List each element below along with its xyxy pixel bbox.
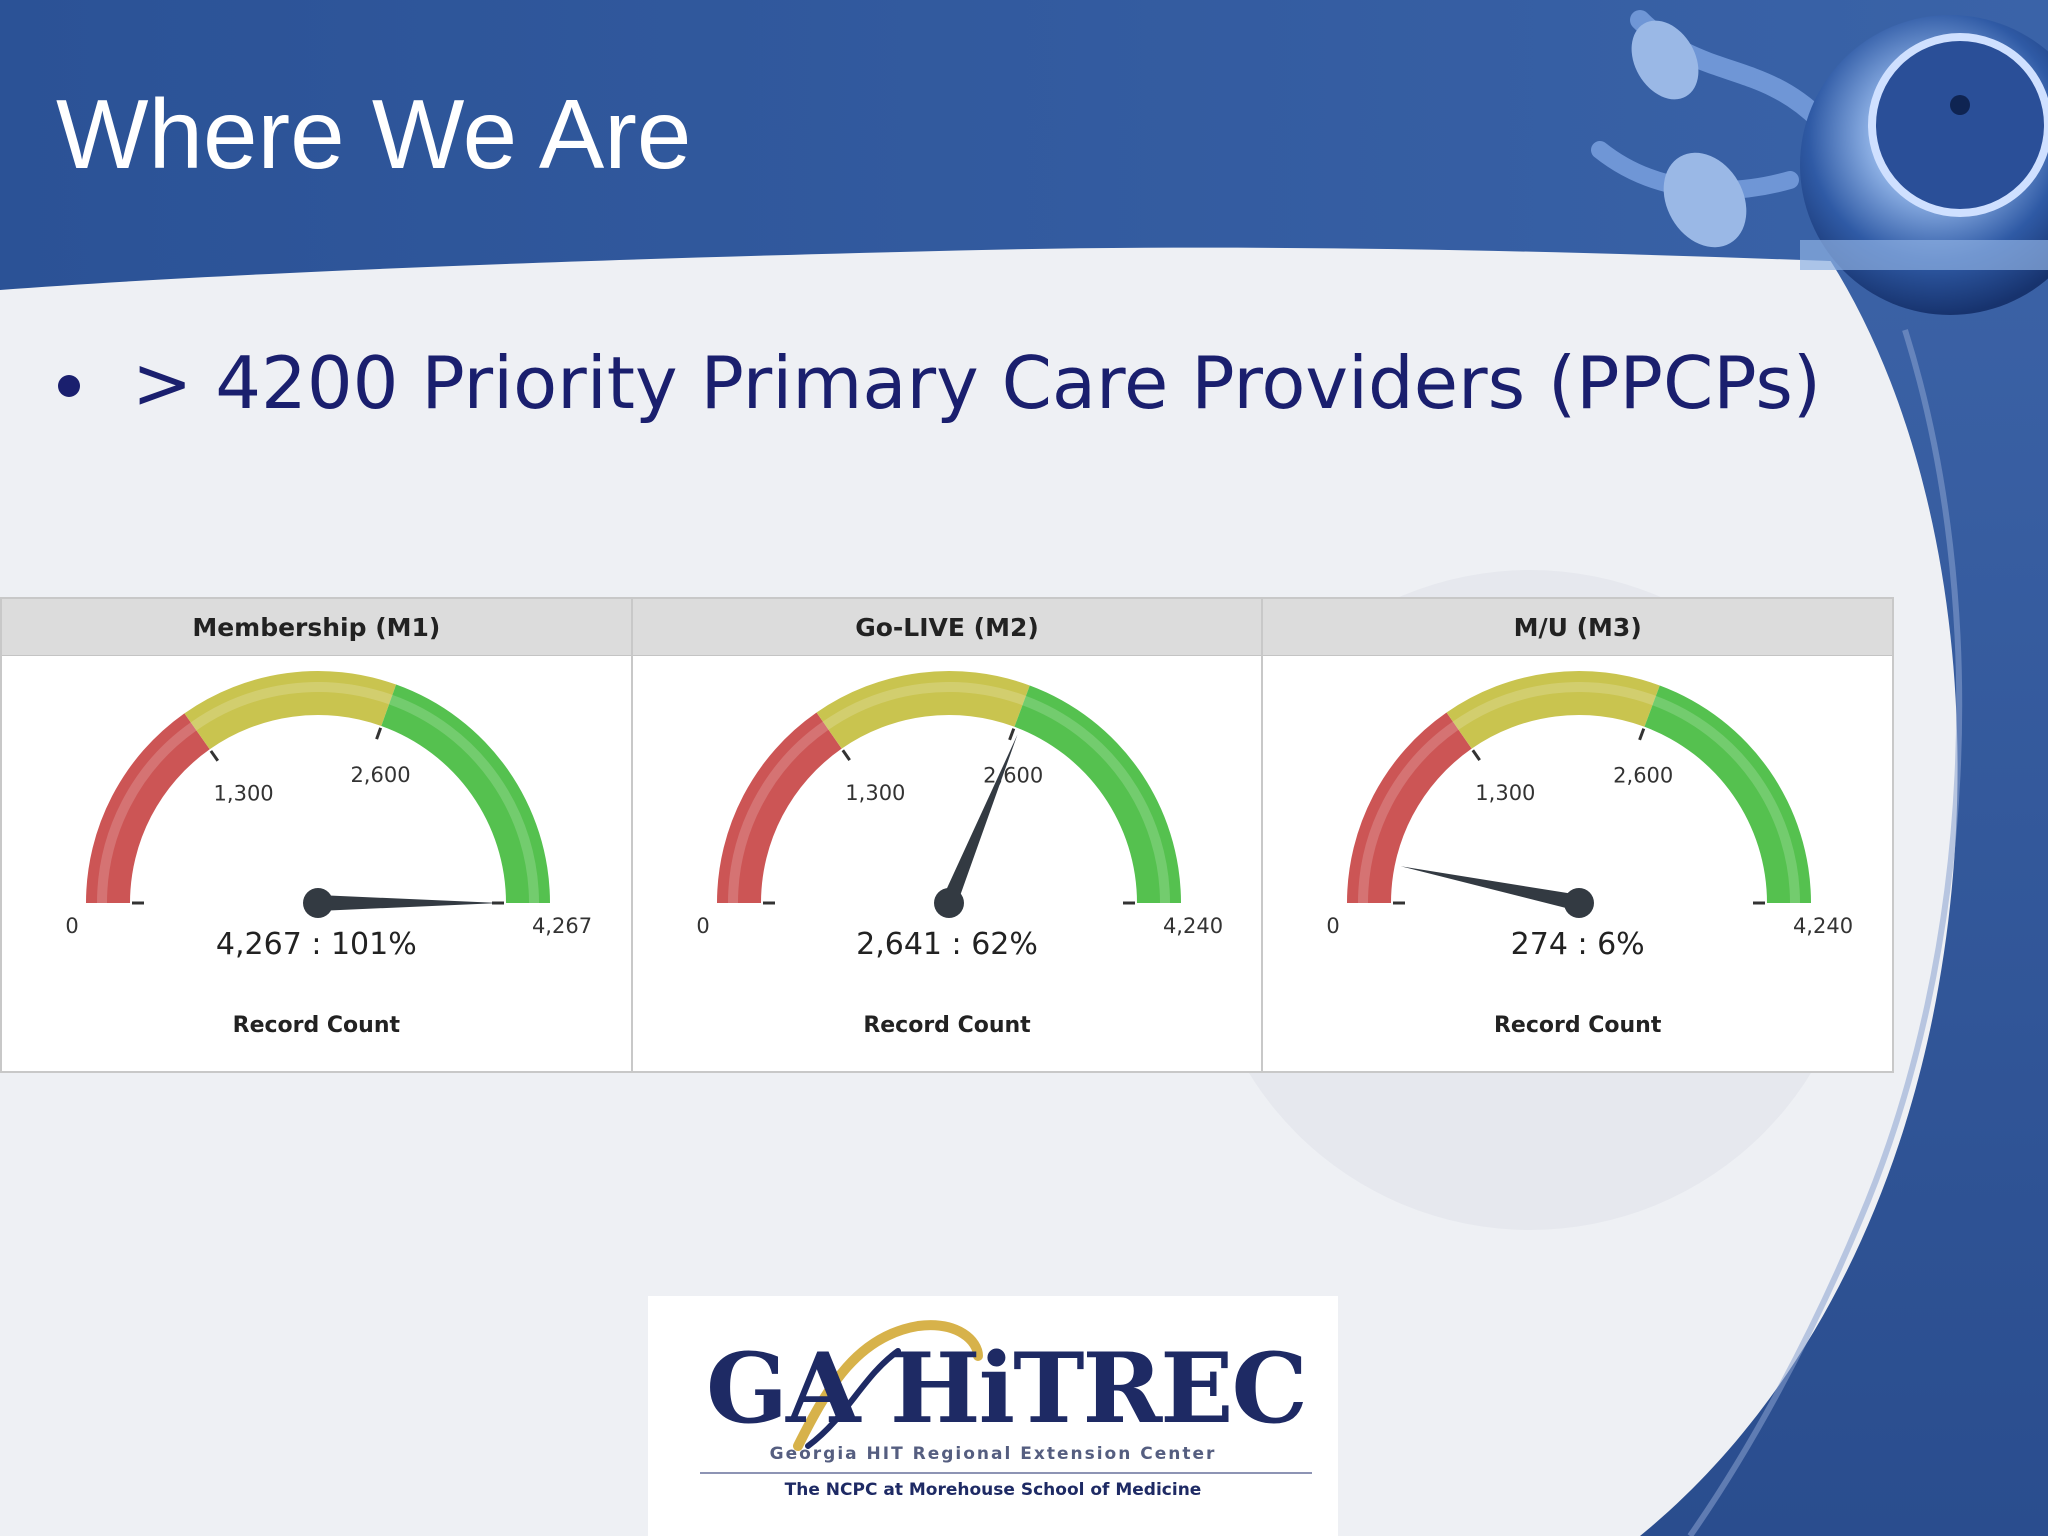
gauge-tick-label: 2,600 <box>1614 763 1674 787</box>
gauge-title: Go-LIVE (M2) <box>632 599 1262 656</box>
gauge-band-highlight <box>1652 695 1801 904</box>
gauge-tick-label: 0 <box>1327 914 1340 938</box>
gauge-tick-label: 4,240 <box>1793 914 1853 938</box>
gauge-chart-go-live: 0 1,300 2,600 4,240 <box>696 671 1223 938</box>
gauge-needle-hub <box>1564 888 1595 918</box>
gauge-band-red <box>1347 712 1473 903</box>
bullet-text: > 4200 Priority Primary Care Providers (… <box>132 341 1821 425</box>
gauge-band-red <box>86 713 210 903</box>
gauge-band-yellow <box>1446 671 1661 749</box>
gauge-needle-hub <box>933 888 964 918</box>
gauge-tick-label: 0 <box>696 914 709 938</box>
gauge-band-green <box>381 684 550 903</box>
gauge-band-highlight <box>1358 721 1459 904</box>
gauge-band-green <box>1644 685 1812 903</box>
bullet-item: > 4200 Priority Primary Care Providers (… <box>58 338 1821 428</box>
gauge-value-label: 4,267 : 101% <box>215 927 417 962</box>
gauge-band-red <box>716 712 842 903</box>
gauge-band-highlight <box>1022 695 1170 904</box>
logo-tagline: The NCPC at Morehouse School of Medicine <box>784 1480 1202 1500</box>
gauge-band-yellow <box>816 671 1030 749</box>
gauge-panel-membership: Membership (M1) 0 1,300 2,600 4,267 4,267 :… <box>2 599 633 1071</box>
gauge-panel-go-live: Go-LIVE (M2) 0 1,300 2,600 4,240 2,641 : 62… <box>632 599 1264 1071</box>
bullet-dot-icon <box>58 375 80 397</box>
gauge-tick <box>1007 728 1015 741</box>
gahitrec-logo-swoosh-icon <box>793 1320 983 1451</box>
gauge-footer-label: Record Count <box>232 1013 401 1038</box>
gauge-tick-label: 1,300 <box>1476 781 1536 805</box>
stethoscope-icon <box>1591 10 2048 315</box>
gauge-needle <box>318 895 500 911</box>
gauge-needle-hub <box>303 888 333 918</box>
gauge-tick-label: 1,300 <box>214 781 274 805</box>
gauge-tick-label: 2,600 <box>350 763 410 787</box>
gauge-tick <box>209 750 220 762</box>
gauge-tick-label: 4,267 <box>532 914 592 938</box>
gauge-value-label: 2,641 : 62% <box>856 927 1038 962</box>
gauge-tick-label: 0 <box>65 914 78 938</box>
gauge-footer-label: Record Count <box>1493 1013 1662 1038</box>
gahitrec-logo: GA HiTREC Georgia HIT Regional Extension… <box>648 1296 1338 1536</box>
gauge-tick <box>841 749 851 761</box>
gauge-chart-mu: 0 1,300 2,600 4,240 <box>1327 671 1853 938</box>
gauge-dashboard: Membership (M1) 0 1,300 2,600 4,267 4,267 :… <box>0 597 1894 1073</box>
gauge-tick <box>1638 728 1646 741</box>
gauge-needle <box>1401 866 1581 911</box>
gauge-title: Membership (M1) <box>2 599 631 656</box>
gauge-tick-label: 4,240 <box>1163 914 1223 938</box>
gauge-band-highlight <box>1453 682 1657 730</box>
slide-title: Where We Are <box>56 79 692 189</box>
gauge-tick-label: 1,300 <box>845 781 905 805</box>
gauge-value-label: 274 : 6% <box>1510 927 1645 962</box>
gauge-band-highlight <box>97 722 197 904</box>
gauge-tick <box>375 727 383 740</box>
gauge-band-highlight <box>727 721 829 904</box>
gauge-band-highlight <box>190 682 393 731</box>
logo-subtitle: Georgia HIT Regional Extension Center <box>769 1444 1217 1464</box>
gauge-band-highlight <box>822 682 1026 730</box>
gauge-needle <box>941 734 1018 907</box>
logo-wordmark: GA HiTREC <box>706 1332 1308 1445</box>
gauge-band-green <box>1014 685 1181 903</box>
gauge-band-highlight <box>389 694 539 904</box>
gauge-tick <box>1471 749 1482 761</box>
gauge-panel-mu: M/U (M3) 0 1,300 2,600 4,240 274 : 6% Recor… <box>1263 599 1893 1071</box>
gauge-title: M/U (M3) <box>1263 599 1893 656</box>
gauge-band-yellow <box>184 671 397 750</box>
logo-divider <box>700 1472 1312 1474</box>
gauge-footer-label: Record Count <box>863 1013 1031 1038</box>
gauge-chart-membership: 0 1,300 2,600 4,267 <box>65 671 592 938</box>
gauge-tick-label: 2,600 <box>983 763 1043 787</box>
